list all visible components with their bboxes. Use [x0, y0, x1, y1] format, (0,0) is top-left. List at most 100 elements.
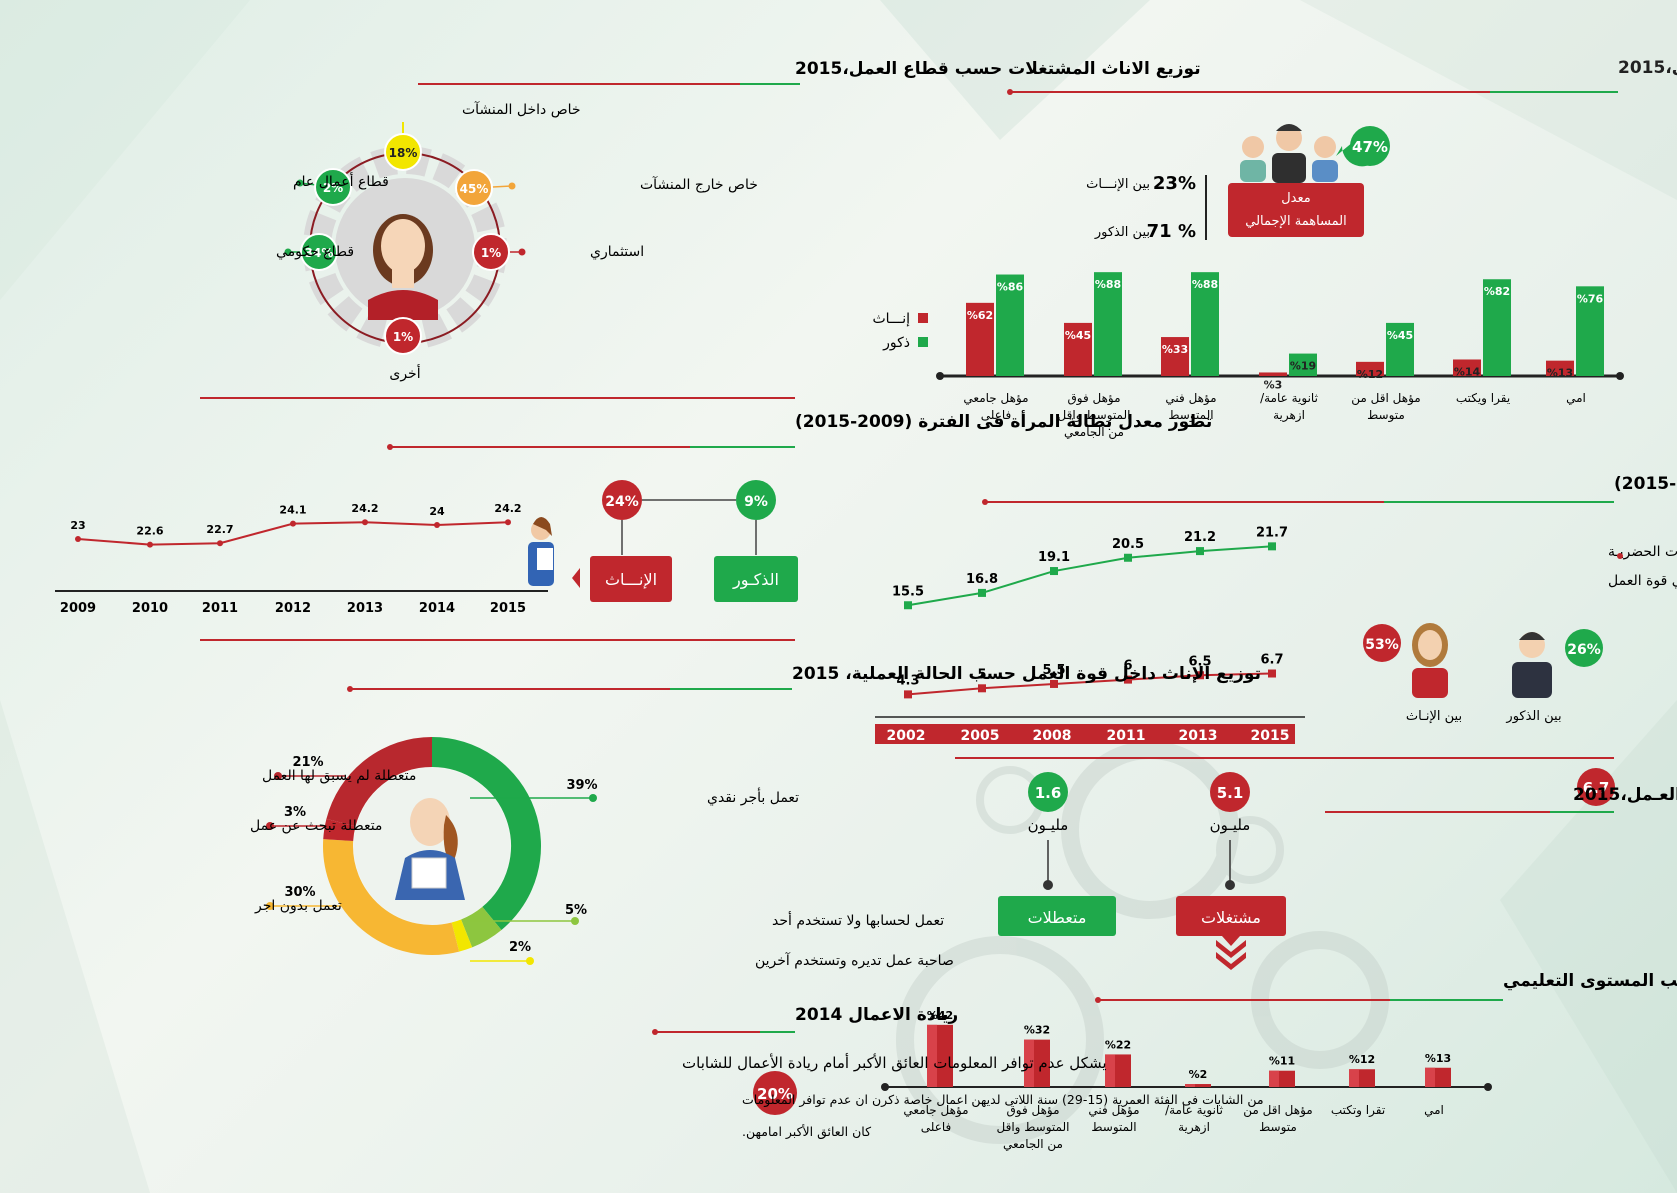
entrepreneurship-headline: يشكل عدم توافر المعلومات العائق الأكبر أ…	[682, 1053, 1107, 1072]
data-label: 24	[429, 505, 445, 518]
entrepreneurship-title: ريادة الاعمال 2014	[795, 1005, 958, 1025]
donut-slice	[323, 839, 460, 955]
female-bar	[1064, 322, 1092, 376]
female-bar	[1453, 359, 1481, 376]
female-graduate-icon	[1412, 623, 1448, 698]
entrepreneurship-panel: ريادة الاعمال 2014 يشكل عدم توافر المعلو…	[652, 1005, 1264, 1140]
category-label: المتوسط واقل	[1058, 408, 1131, 423]
people-group-icon	[1240, 124, 1338, 183]
leader-dot	[526, 957, 534, 965]
svg-text:6.7: 6.7	[1583, 779, 1610, 797]
participation-bar-chart: %62 %86 مؤهل جامعي فاعلى %45 %88 مؤهل فوق المتو…	[936, 272, 1624, 440]
category-label: من الجامعي	[1003, 1137, 1063, 1152]
slice-label: متعطلة تبحث عن عمل	[250, 818, 382, 834]
slice-label: متعطلة لم يسبق لها العمل	[262, 768, 416, 784]
leader-dot	[266, 902, 274, 910]
category-label: مؤهل جامعي	[963, 391, 1028, 406]
legend-female-label: إنـــاث	[872, 311, 910, 327]
bar-label: %12	[1349, 1053, 1375, 1066]
category-label: من الجامعي	[1064, 425, 1124, 440]
female-bar	[966, 302, 994, 376]
data-label: 5	[977, 667, 986, 682]
slice-value: 3%	[284, 805, 306, 820]
overall-rate-badge: 47%	[1336, 126, 1390, 167]
category-label: مؤهل فوق	[1006, 1103, 1059, 1118]
data-label: 24.2	[351, 502, 378, 515]
svg-text:24%: 24%	[605, 494, 639, 510]
data-label: 22.7	[206, 523, 233, 536]
category-label: امي	[1566, 391, 1586, 405]
bar-shade	[1349, 1069, 1359, 1087]
category-label: مؤهل اقل من	[1243, 1103, 1312, 1118]
male-graduate-badge: 26%	[1565, 629, 1603, 667]
bar-label: %11	[1269, 1055, 1295, 1068]
svg-text:20%: 20%	[757, 1085, 793, 1103]
slice-value: 30%	[284, 885, 315, 900]
donut-slice	[451, 919, 473, 952]
svg-text:الإنـــاث: الإنـــاث	[605, 570, 657, 589]
leader-dot	[508, 182, 516, 190]
sector-badge	[472, 233, 510, 271]
female-bar-label: %33	[1162, 343, 1188, 356]
donut-slice	[323, 818, 356, 842]
category-label: المتوسط	[1091, 1120, 1136, 1135]
data-label: 24.2	[494, 502, 521, 515]
bar-shade	[1269, 1070, 1279, 1087]
unemployed-unit: مليـون	[1028, 816, 1069, 834]
data-label: 20.5	[1112, 537, 1144, 552]
category-label: ازهرية	[1273, 408, 1305, 423]
sector-badge	[455, 169, 493, 207]
data-point	[434, 522, 440, 528]
slice-label: صاحبة عمل تديره وتستخدم آخرين	[755, 952, 954, 969]
sector-badge	[314, 168, 352, 206]
male-bar-label: %19	[1290, 360, 1316, 373]
labour-force-title: تطور تقدير عدد الافراد داخل قوة العمل (ب…	[1614, 470, 1677, 494]
sector-value: 1%	[481, 246, 501, 260]
male-bar	[996, 274, 1024, 376]
female-rate-label: بين الإنـــاث	[1086, 177, 1150, 192]
sector-label: قطاع حكومي	[276, 244, 354, 260]
data-point	[978, 588, 986, 597]
slice-label: تعمل بدون اجر	[254, 898, 342, 914]
employed-education-panel: توزيع الاناث المشتغلات حسب المستوى التعل…	[881, 971, 1677, 1152]
bar-shade	[927, 1024, 937, 1087]
leader-dot	[274, 772, 282, 780]
women-labour-panel: 6.7 مليون انثـى داخل قـوة العـمل،2015 5.…	[955, 757, 1677, 970]
bar	[1185, 1084, 1211, 1087]
woman-with-papers-icon	[395, 798, 465, 900]
slice-value: 21%	[292, 755, 323, 770]
male-bar	[1191, 272, 1219, 376]
leader-dot	[571, 917, 579, 925]
category-label: مؤهل فني	[1088, 1103, 1139, 1118]
category-label: مؤهل فني	[1165, 391, 1216, 406]
female-label-box: الإنـــاث	[572, 556, 672, 602]
data-point	[147, 541, 153, 548]
bar-label: %22	[1105, 1038, 1131, 1051]
legend-female-swatch	[918, 313, 928, 323]
bar-label: %2	[1189, 1068, 1208, 1081]
category-label: ثانوية عامة/	[1165, 1103, 1223, 1118]
sector-badge	[300, 233, 338, 271]
data-point	[978, 684, 986, 693]
year-tick-label: 2011	[1107, 728, 1146, 744]
unemployment-line-chart: 23 2009 22.6 2010 22.7 2011 24.1 2012 24.2 2013 24…	[55, 502, 548, 616]
sector-label: أخرى	[389, 364, 420, 382]
leader-dot	[284, 248, 292, 256]
category-label: فاعلى	[921, 1120, 952, 1134]
category-label: مؤهل اقل من	[1351, 391, 1420, 406]
female-bar	[1546, 360, 1574, 376]
female-unemployment-badge: 24%	[602, 480, 642, 520]
data-label: 22.6	[136, 525, 163, 538]
slice-value: 39%	[566, 778, 597, 793]
male-label-box: الذكـور	[714, 556, 798, 602]
data-label: 15.5	[892, 584, 924, 599]
category-label: متوسط	[1259, 1120, 1297, 1135]
data-point	[1268, 542, 1276, 551]
employed-education-bar-chart: %42 مؤهل جامعي فاعلى %32 مؤهل فوق المتوسط واق…	[881, 1009, 1492, 1152]
entrepreneurship-badge: 20%	[753, 1071, 797, 1115]
male-bar	[1094, 272, 1122, 376]
year-tick-label: 2012	[275, 601, 311, 616]
female-bar	[1259, 372, 1287, 376]
entrepreneurship-text-line1: من الشابات فى الفئة العمرية (15-29) سنة …	[742, 1092, 1264, 1108]
